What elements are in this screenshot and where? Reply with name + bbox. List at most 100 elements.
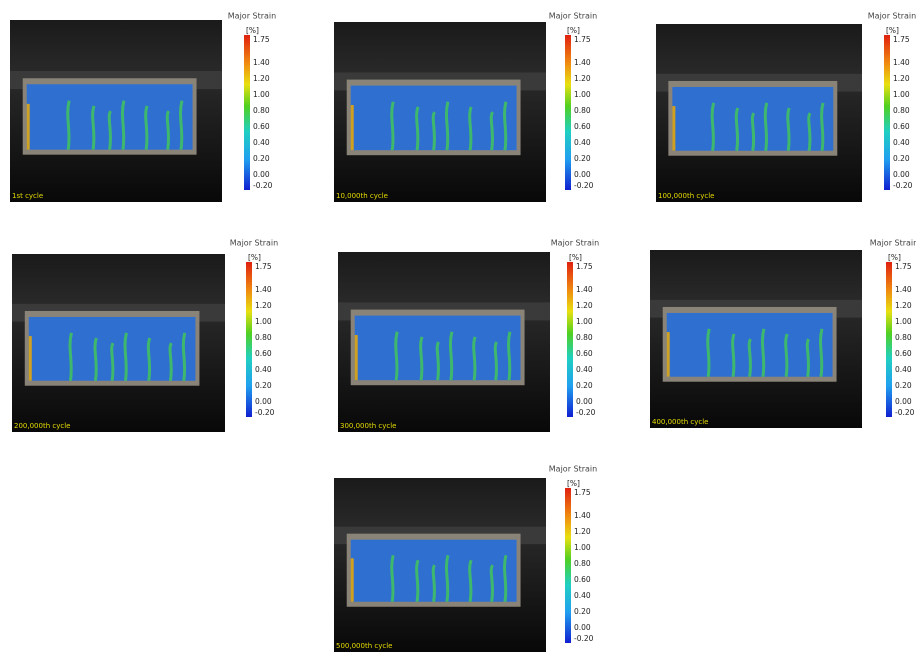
- colorbar-title: Major Strain: [870, 239, 916, 248]
- colorbar-tick-label: 1.00: [574, 90, 591, 99]
- colorbar-tick-label: 1.40: [576, 285, 593, 294]
- colorbar: Major Strain[%]1.751.401.201.000.800.600…: [551, 239, 599, 418]
- crack: [807, 339, 808, 377]
- colorbar-tick-label: 1.20: [576, 301, 593, 310]
- crack: [70, 333, 71, 381]
- crack: [509, 332, 510, 380]
- colorbar-tick-label: 1.75: [893, 35, 910, 44]
- colorbar-tick-label: 0.80: [574, 559, 591, 568]
- colorbar-tick-label: 0.80: [253, 106, 270, 115]
- crack: [788, 108, 789, 151]
- crack: [433, 112, 434, 150]
- crack: [392, 102, 393, 150]
- colorbar-tick-label: 0.00: [574, 170, 591, 179]
- crack: [736, 108, 737, 151]
- colorbar-title: Major Strain: [551, 239, 599, 248]
- crack: [68, 101, 69, 150]
- image-caption: 400,000th cycle: [652, 418, 708, 426]
- crack: [822, 103, 823, 151]
- crack: [474, 337, 475, 380]
- crack: [183, 333, 184, 381]
- colorbar-tick-label: 0.20: [895, 381, 912, 390]
- colorbar-tick-label: 0.60: [893, 122, 910, 131]
- colorbar: Major Strain[%]1.751.401.201.000.800.600…: [549, 12, 597, 191]
- colorbar: Major Strain[%]1.751.401.201.000.800.600…: [870, 239, 916, 418]
- colorbar-tick-label: 1.00: [255, 317, 272, 326]
- crack: [446, 555, 447, 602]
- crack: [433, 565, 434, 602]
- colorbar-scale: [244, 35, 250, 190]
- crack: [450, 332, 451, 380]
- colorbar-title: Major Strain: [549, 12, 597, 21]
- colorbar-tick-label: -0.20: [895, 408, 915, 417]
- colorbar-tick-label: 1.75: [255, 262, 272, 271]
- colorbar-tick-label: 0.40: [255, 365, 272, 374]
- image-caption: 1st cycle: [12, 192, 43, 200]
- colorbar-tick-label: 0.80: [255, 333, 272, 342]
- crack: [122, 101, 123, 150]
- colorbar-scale: [567, 262, 573, 417]
- crack: [148, 338, 149, 381]
- colorbar-tick-label: -0.20: [574, 181, 594, 190]
- crack: [708, 329, 709, 377]
- image-caption: 100,000th cycle: [658, 192, 714, 200]
- colorbar-tick-label: 0.20: [255, 381, 272, 390]
- crack: [446, 102, 447, 150]
- colorbar-tick-label: 0.80: [895, 333, 912, 342]
- colorbar-tick-label: 1.75: [574, 35, 591, 44]
- crack: [505, 102, 506, 150]
- colorbar-tick-label: -0.20: [574, 634, 594, 643]
- colorbar-tick-label: 0.60: [253, 122, 270, 131]
- colorbar-tick-label: 0.60: [574, 122, 591, 131]
- colorbar-tick-label: 1.75: [576, 262, 593, 271]
- colorbar-tick-label: 0.00: [574, 623, 591, 632]
- crack: [95, 338, 96, 381]
- colorbar-tick-label: 1.40: [893, 58, 910, 67]
- dic-image: 200,000th cycle: [12, 254, 225, 432]
- colorbar-tick-label: 1.20: [893, 74, 910, 83]
- image-caption: 300,000th cycle: [340, 422, 396, 430]
- colorbar-scale: [565, 488, 571, 643]
- colorbar-title: Major Strain: [228, 12, 276, 21]
- strain-edge: [667, 332, 670, 377]
- colorbar-tick-label: 0.80: [574, 106, 591, 115]
- panel: 300,000th cycle Major Strain [%]1.75 1.40 1.…: [338, 239, 599, 433]
- crack: [749, 339, 750, 377]
- colorbar: Major Strain[%]1.751.401.201.000.800.600…: [549, 465, 597, 644]
- colorbar-tick-label: 1.75: [574, 488, 591, 497]
- colorbar-unit: [%]: [569, 253, 582, 262]
- strain-edge: [29, 336, 32, 381]
- colorbar-tick-label: 1.40: [574, 58, 591, 67]
- crack: [712, 103, 713, 151]
- crack: [505, 555, 506, 602]
- colorbar-scale: [565, 35, 571, 190]
- crack: [733, 334, 734, 377]
- colorbar-tick-label: 0.40: [574, 138, 591, 147]
- crack: [109, 111, 110, 150]
- image-caption: 500,000th cycle: [336, 642, 392, 650]
- dic-image: 1st cycle: [10, 20, 222, 202]
- figure: 1st cycleMajor Strain[%]1.751.401.201.00…: [0, 0, 916, 652]
- dic-image: 300,000th cycle: [338, 252, 550, 432]
- crack: [786, 334, 787, 377]
- crack: [762, 329, 763, 377]
- colorbar-tick-label: 0.60: [255, 349, 272, 358]
- dic-image: 500,000th cycle: [334, 478, 546, 652]
- colorbar-tick-label: 1.00: [253, 90, 270, 99]
- colorbar-unit: [%]: [567, 26, 580, 35]
- colorbar-unit: [%]: [886, 26, 899, 35]
- colorbar-tick-label: 1.40: [574, 511, 591, 520]
- dic-image: 10,000th cycle: [334, 22, 546, 202]
- colorbar-scale: [246, 262, 252, 417]
- colorbar-tick-label: 0.80: [893, 106, 910, 115]
- crack: [752, 113, 753, 151]
- colorbar-tick-label: -0.20: [255, 408, 275, 417]
- crack: [417, 560, 418, 602]
- crack: [421, 337, 422, 380]
- dic-image: 400,000th cycle: [650, 250, 862, 428]
- colorbar-tick-label: 0.00: [895, 397, 912, 406]
